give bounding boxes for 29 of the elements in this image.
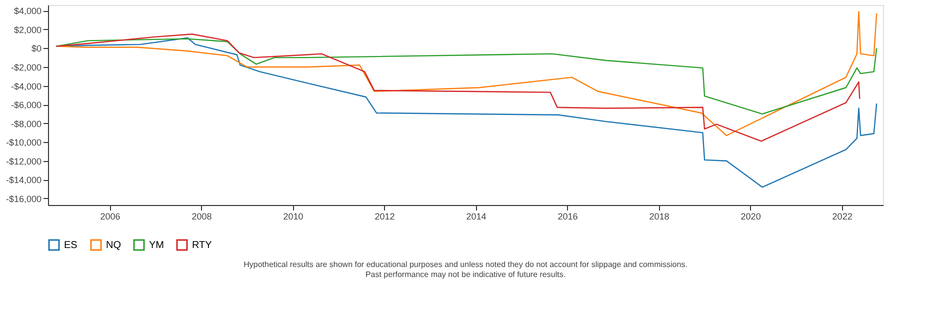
legend-label: NQ <box>106 240 122 251</box>
x-tick-label: 2016 <box>558 212 578 222</box>
text: Past performance may not be indicative of future results. <box>365 270 566 279</box>
x-tick-label: 2022 <box>832 212 852 222</box>
line-series <box>56 10 878 136</box>
x-tick-label: 2018 <box>649 212 670 222</box>
line-series <box>56 38 878 115</box>
legend-label: ES <box>64 240 78 251</box>
y-tick-label: -$2,000 <box>10 62 42 72</box>
y-tick-label: -$4,000 <box>10 81 42 92</box>
y-tick-label: -$8,000 <box>10 118 42 129</box>
x-tick-label: 2020 <box>740 212 761 222</box>
y-tick-label: -$12,000 <box>6 156 42 166</box>
y-tick-label: $2,000 <box>14 24 42 35</box>
y-tick-label: -$6,000 <box>10 100 42 110</box>
text: Hypothetical results are shown for educational purposes and unless noted they do not account for slippage and commissions. <box>244 260 688 269</box>
y-tick-label: -$14,000 <box>6 175 42 186</box>
y-tick-label: $0 <box>31 44 42 54</box>
line-series <box>56 34 860 142</box>
legend-label: YM <box>149 240 164 251</box>
y-tick-label: -$10,000 <box>6 138 42 148</box>
y-tick-label: $4,000 <box>14 6 42 16</box>
x-tick-label: 2014 <box>466 212 486 222</box>
x-tick-label: 2010 <box>283 212 304 222</box>
x-tick-label: 2008 <box>192 212 212 222</box>
legend-label: RTY <box>192 240 212 251</box>
x-tick-label: 2012 <box>374 212 395 222</box>
y-tick-label: -$16,000 <box>6 194 42 204</box>
x-tick-label: 2006 <box>100 212 120 222</box>
